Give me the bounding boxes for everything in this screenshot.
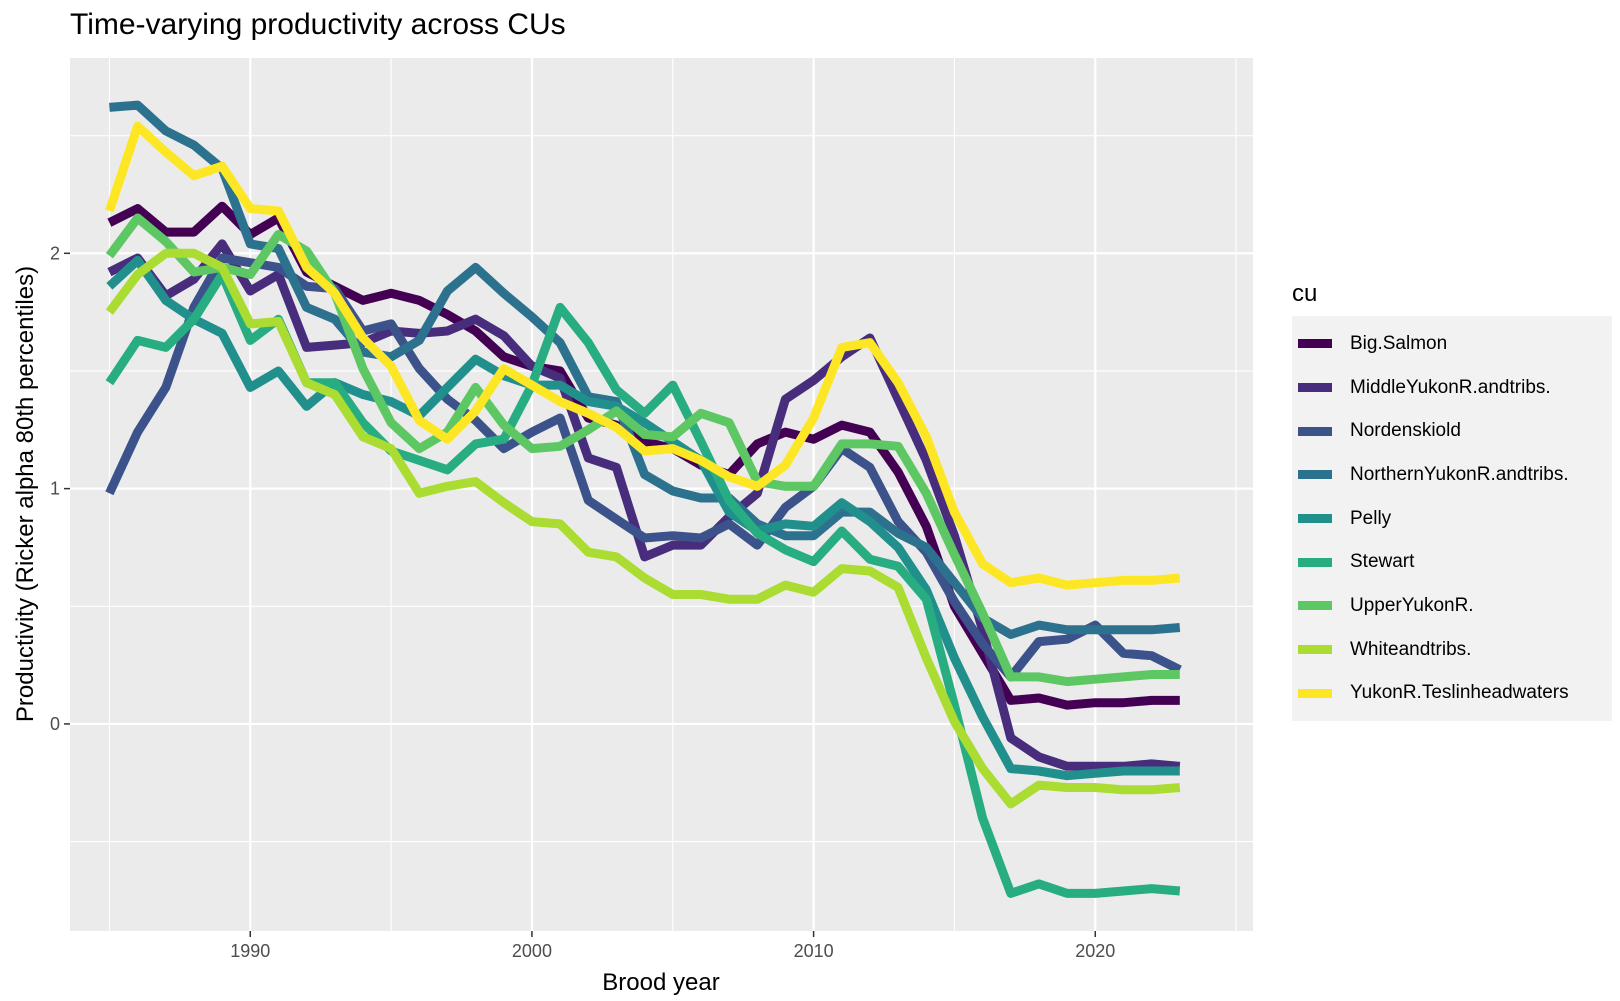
series-line-Whiteandtribs. (105, 248, 1181, 809)
x-axis-title: Brood year (602, 969, 719, 996)
y-tick-label: 0 (50, 714, 60, 734)
legend-key (1298, 470, 1332, 480)
legend-key (1298, 514, 1332, 524)
legend-key (1298, 601, 1332, 611)
legend-item: Stewart (1292, 540, 1612, 584)
series-line-UpperYukonR. (105, 213, 1180, 687)
legend-item: Nordenskiold (1292, 409, 1612, 453)
legend-label: Nordenskiold (1350, 420, 1461, 442)
legend: cu Big.Salmon MiddleYukonR.andtribs. Norde… (1292, 280, 1612, 722)
legend-key (1298, 339, 1332, 349)
legend-item: Big.Salmon (1292, 322, 1612, 366)
plot-panel (70, 58, 1253, 931)
series-line-MiddleYukonR.andtribs. (107, 239, 1181, 771)
series-line-NorthernYukonR.andtribs. (109, 100, 1181, 639)
legend-label: UpperYukonR. (1350, 594, 1474, 616)
legend-key (1298, 645, 1332, 655)
legend-items: Big.Salmon MiddleYukonR.andtribs. Nordensk… (1292, 316, 1612, 722)
legend-title: cu (1292, 280, 1318, 307)
legend-label: Whiteandtribs. (1350, 638, 1472, 660)
grid-lines (70, 58, 1253, 931)
legend-item: UpperYukonR. (1292, 584, 1612, 628)
series-line-YukonR.Teslinheadwaters (105, 121, 1181, 590)
legend-item: YukonR.Teslinheadwaters (1292, 672, 1612, 716)
x-tick-label: 2020 (1075, 941, 1115, 961)
legend-label: NorthernYukonR.andtribs. (1350, 463, 1569, 485)
legend-key (1298, 426, 1332, 436)
x-tick-label: 2010 (794, 941, 834, 961)
legend-item: Pelly (1292, 497, 1612, 541)
series-lines (105, 100, 1182, 898)
y-axis-title: Productivity (Ricker alpha 80th percenti… (12, 266, 39, 722)
axis-ticks: 1990 2000 2010 2020 0 1 2 (50, 243, 1115, 961)
legend-item: Whiteandtribs. (1292, 628, 1612, 672)
legend-item: MiddleYukonR.andtribs. (1292, 366, 1612, 410)
legend-label: YukonR.Teslinheadwaters (1350, 682, 1569, 704)
series-line-Pelly (106, 255, 1180, 781)
legend-key (1298, 557, 1332, 567)
legend-label: Pelly (1350, 507, 1392, 529)
x-tick-label: 1990 (230, 941, 270, 961)
y-tick-label: 2 (50, 243, 60, 263)
legend-label: MiddleYukonR.andtribs. (1350, 376, 1551, 398)
y-tick-label: 1 (50, 479, 60, 499)
legend-label: Big.Salmon (1350, 332, 1448, 354)
legend-key (1298, 383, 1332, 393)
legend-item: NorthernYukonR.andtribs. (1292, 453, 1612, 497)
legend-key (1298, 688, 1332, 698)
legend-label: Stewart (1350, 551, 1415, 573)
x-tick-label: 2000 (512, 941, 552, 961)
chart-title: Time-varying productivity across CUs (70, 8, 566, 41)
